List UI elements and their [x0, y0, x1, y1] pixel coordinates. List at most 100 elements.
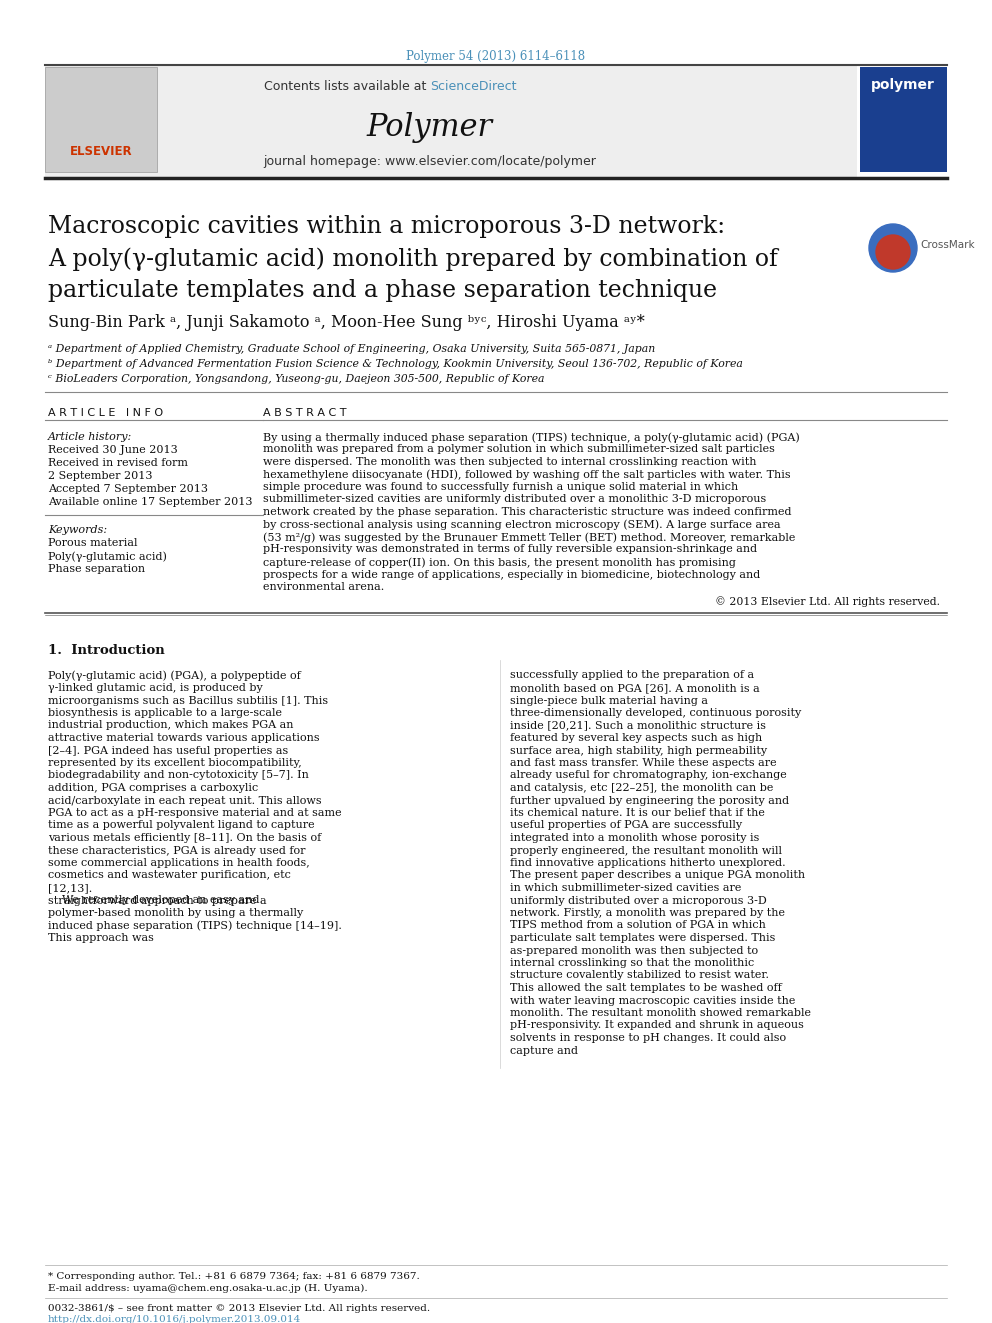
Text: polymer: polymer [871, 78, 934, 93]
Text: surface area, high stability, high permeability: surface area, high stability, high perme… [510, 745, 767, 755]
Text: ᶜ BioLeaders Corporation, Yongsandong, Yuseong-gu, Daejeon 305-500, Republic of : ᶜ BioLeaders Corporation, Yongsandong, Y… [48, 374, 545, 384]
Text: Porous material: Porous material [48, 538, 138, 548]
FancyBboxPatch shape [45, 67, 157, 172]
Text: were dispersed. The monolith was then subjected to internal crosslinking reactio: were dispersed. The monolith was then su… [263, 456, 757, 467]
Text: γ-linked glutamic acid, is produced by: γ-linked glutamic acid, is produced by [48, 683, 263, 693]
Text: Received in revised form: Received in revised form [48, 458, 188, 468]
Text: Phase separation: Phase separation [48, 564, 145, 574]
Text: induced phase separation (TIPS) technique [14–19].: induced phase separation (TIPS) techniqu… [48, 921, 342, 931]
Text: capture and: capture and [510, 1045, 578, 1056]
Text: single-piece bulk material having a: single-piece bulk material having a [510, 696, 708, 705]
Text: A B S T R A C T: A B S T R A C T [263, 407, 346, 418]
Text: particulate templates and a phase separation technique: particulate templates and a phase separa… [48, 279, 717, 302]
Text: industrial production, which makes PGA an: industrial production, which makes PGA a… [48, 721, 294, 730]
Text: with water leaving macroscopic cavities inside the: with water leaving macroscopic cavities … [510, 995, 796, 1005]
Text: 0032-3861/$ – see front matter © 2013 Elsevier Ltd. All rights reserved.: 0032-3861/$ – see front matter © 2013 El… [48, 1304, 431, 1312]
Text: biodegradability and non-cytotoxicity [5–7]. In: biodegradability and non-cytotoxicity [5… [48, 770, 309, 781]
Text: PGA to act as a pH-responsive material and at same: PGA to act as a pH-responsive material a… [48, 808, 341, 818]
Text: properly engineered, the resultant monolith will: properly engineered, the resultant monol… [510, 845, 782, 856]
Text: solvents in response to pH changes. It could also: solvents in response to pH changes. It c… [510, 1033, 786, 1043]
Text: ScienceDirect: ScienceDirect [430, 79, 517, 93]
Text: in which submillimeter-sized cavities are: in which submillimeter-sized cavities ar… [510, 882, 741, 893]
Text: various metals efficiently [8–11]. On the basis of: various metals efficiently [8–11]. On th… [48, 833, 321, 843]
Text: Poly(γ-glutamic acid): Poly(γ-glutamic acid) [48, 550, 167, 561]
Text: The present paper describes a unique PGA monolith: The present paper describes a unique PGA… [510, 871, 806, 881]
Text: find innovative applications hitherto unexplored.: find innovative applications hitherto un… [510, 859, 786, 880]
Text: useful properties of PGA are successfully: useful properties of PGA are successfull… [510, 820, 742, 831]
Text: polymer-based monolith by using a thermally: polymer-based monolith by using a therma… [48, 908, 304, 918]
Text: Polymer 54 (2013) 6114–6118: Polymer 54 (2013) 6114–6118 [407, 50, 585, 64]
Text: ELSEVIER: ELSEVIER [69, 146, 132, 157]
Text: some commercial applications in health foods,: some commercial applications in health f… [48, 859, 310, 868]
Text: its chemical nature. It is our belief that if the: its chemical nature. It is our belief th… [510, 808, 765, 818]
Text: attractive material towards various applications: attractive material towards various appl… [48, 733, 319, 744]
FancyBboxPatch shape [860, 67, 947, 172]
Text: Polymer: Polymer [367, 112, 493, 143]
Text: inside [20,21]. Such a monolithic structure is: inside [20,21]. Such a monolithic struct… [510, 721, 766, 730]
Text: submillimeter-sized cavities are uniformly distributed over a monolithic 3-D mic: submillimeter-sized cavities are uniform… [263, 495, 766, 504]
Text: pH-responsivity was demonstrated in terms of fully reversible expansion-shrinkag: pH-responsivity was demonstrated in term… [263, 545, 757, 554]
Text: uniformly distributed over a microporous 3-D: uniformly distributed over a microporous… [510, 896, 767, 905]
Text: addition, PGA comprises a carboxylic: addition, PGA comprises a carboxylic [48, 783, 258, 792]
Text: network created by the phase separation. This characteristic structure was indee: network created by the phase separation.… [263, 507, 792, 517]
Text: A R T I C L E   I N F O: A R T I C L E I N F O [48, 407, 163, 418]
Text: http://dx.doi.org/10.1016/j.polymer.2013.09.014: http://dx.doi.org/10.1016/j.polymer.2013… [48, 1315, 302, 1323]
Text: monolith. The resultant monolith showed remarkable: monolith. The resultant monolith showed … [510, 1008, 811, 1017]
Text: simple procedure was found to successfully furnish a unique solid material in wh: simple procedure was found to successful… [263, 482, 738, 492]
FancyBboxPatch shape [45, 65, 857, 179]
Text: these characteristics, PGA is already used for: these characteristics, PGA is already us… [48, 845, 306, 856]
Text: CrossMark: CrossMark [920, 239, 974, 250]
Text: environmental arena.: environmental arena. [263, 582, 384, 591]
Text: monolith was prepared from a polymer solution in which submillimeter-sized salt : monolith was prepared from a polymer sol… [263, 445, 775, 455]
Text: ᵇ Department of Advanced Fermentation Fusion Science & Technology, Kookmin Unive: ᵇ Department of Advanced Fermentation Fu… [48, 359, 743, 369]
Text: three-dimensionally developed, continuous porosity: three-dimensionally developed, continuou… [510, 708, 802, 718]
Text: © 2013 Elsevier Ltd. All rights reserved.: © 2013 Elsevier Ltd. All rights reserved… [715, 597, 940, 607]
Text: microorganisms such as Bacillus subtilis [1]. This: microorganisms such as Bacillus subtilis… [48, 696, 328, 705]
Text: This approach was: This approach was [48, 933, 154, 943]
Text: further upvalued by engineering the porosity and: further upvalued by engineering the poro… [510, 795, 789, 806]
Text: [12,13].
    We recently developed an easy and: [12,13]. We recently developed an easy a… [48, 882, 260, 905]
Text: integrated into a monolith whose porosity is: integrated into a monolith whose porosit… [510, 833, 759, 843]
Text: Contents lists available at: Contents lists available at [264, 79, 430, 93]
Text: internal crosslinking so that the monolithic: internal crosslinking so that the monoli… [510, 958, 754, 968]
Text: capture-release of copper(II) ion. On this basis, the present monolith has promi: capture-release of copper(II) ion. On th… [263, 557, 736, 568]
Text: (53 m²/g) was suggested by the Brunauer Emmett Teller (BET) method. Moreover, re: (53 m²/g) was suggested by the Brunauer … [263, 532, 796, 542]
Text: Available online 17 September 2013: Available online 17 September 2013 [48, 497, 253, 507]
Text: straightforward approach to prepare a: straightforward approach to prepare a [48, 896, 267, 905]
Text: monolith based on PGA [26]. A monolith is a: monolith based on PGA [26]. A monolith i… [510, 683, 760, 693]
Circle shape [869, 224, 917, 273]
Text: Accepted 7 September 2013: Accepted 7 September 2013 [48, 484, 208, 493]
Text: Received 30 June 2013: Received 30 June 2013 [48, 445, 178, 455]
Text: and catalysis, etc [22–25], the monolith can be: and catalysis, etc [22–25], the monolith… [510, 783, 774, 792]
Text: cosmetics and wastewater purification, etc: cosmetics and wastewater purification, e… [48, 871, 291, 881]
Text: 2 September 2013: 2 September 2013 [48, 471, 153, 482]
Text: prospects for a wide range of applications, especially in biomedicine, biotechno: prospects for a wide range of applicatio… [263, 569, 760, 579]
Text: TIPS method from a solution of PGA in which: TIPS method from a solution of PGA in wh… [510, 921, 766, 930]
Text: pH-responsivity. It expanded and shrunk in aqueous: pH-responsivity. It expanded and shrunk … [510, 1020, 804, 1031]
Text: already useful for chromatography, ion-exchange: already useful for chromatography, ion-e… [510, 770, 787, 781]
Circle shape [876, 235, 910, 269]
Text: represented by its excellent biocompatibility,: represented by its excellent biocompatib… [48, 758, 302, 767]
Text: Poly(γ-glutamic acid) (PGA), a polypeptide of: Poly(γ-glutamic acid) (PGA), a polypepti… [48, 671, 301, 681]
Text: * Corresponding author. Tel.: +81 6 6879 7364; fax: +81 6 6879 7367.: * Corresponding author. Tel.: +81 6 6879… [48, 1271, 420, 1281]
Text: as-prepared monolith was then subjected to: as-prepared monolith was then subjected … [510, 946, 758, 955]
Text: By using a thermally induced phase separation (TIPS) technique, a poly(γ-glutami: By using a thermally induced phase separ… [263, 433, 800, 443]
Text: featured by several key aspects such as high: featured by several key aspects such as … [510, 733, 762, 744]
Text: Keywords:: Keywords: [48, 525, 107, 534]
Text: network. Firstly, a monolith was prepared by the: network. Firstly, a monolith was prepare… [510, 908, 785, 918]
Text: biosynthesis is applicable to a large-scale: biosynthesis is applicable to a large-sc… [48, 708, 282, 718]
Text: Sung-Bin Park ᵃ, Junji Sakamoto ᵃ, Moon-Hee Sung ᵇʸᶜ, Hiroshi Uyama ᵃʸ*: Sung-Bin Park ᵃ, Junji Sakamoto ᵃ, Moon-… [48, 314, 645, 331]
Text: particulate salt templates were dispersed. This: particulate salt templates were disperse… [510, 933, 776, 943]
Text: This allowed the salt templates to be washed off: This allowed the salt templates to be wa… [510, 983, 782, 994]
Text: and fast mass transfer. While these aspects are: and fast mass transfer. While these aspe… [510, 758, 777, 767]
Text: ᵃ Department of Applied Chemistry, Graduate School of Engineering, Osaka Univers: ᵃ Department of Applied Chemistry, Gradu… [48, 344, 656, 355]
Text: E-mail address: uyama@chem.eng.osaka-u.ac.jp (H. Uyama).: E-mail address: uyama@chem.eng.osaka-u.a… [48, 1285, 368, 1293]
Text: structure covalently stabilized to resist water.: structure covalently stabilized to resis… [510, 971, 769, 980]
Text: journal homepage: www.elsevier.com/locate/polymer: journal homepage: www.elsevier.com/locat… [264, 155, 596, 168]
Text: hexamethylene diisocyanate (HDI), followed by washing off the salt particles wit: hexamethylene diisocyanate (HDI), follow… [263, 470, 791, 480]
Text: successfully applied to the preparation of a: successfully applied to the preparation … [510, 671, 754, 680]
Text: Article history:: Article history: [48, 433, 132, 442]
Text: time as a powerful polyvalent ligand to capture: time as a powerful polyvalent ligand to … [48, 820, 314, 831]
Text: 1.  Introduction: 1. Introduction [48, 644, 165, 658]
Text: by cross-sectional analysis using scanning electron microscopy (SEM). A large su: by cross-sectional analysis using scanni… [263, 520, 781, 531]
